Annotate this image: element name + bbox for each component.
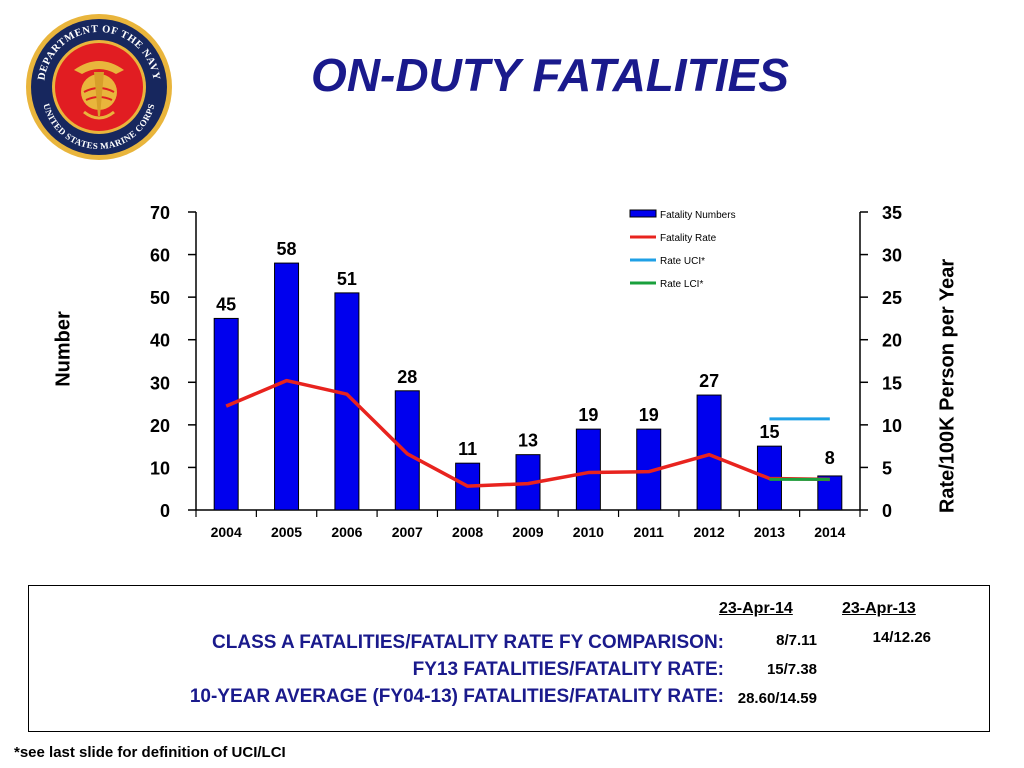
comparison-panel xyxy=(28,585,990,732)
x-tick-label: 2005 xyxy=(271,524,302,540)
col-header-current: 23-Apr-14 xyxy=(719,600,793,617)
row-value-class-a-current: 8/7.11 xyxy=(776,632,817,649)
data-label: 28 xyxy=(397,367,417,387)
row-label-10yr-avg: 10-YEAR AVERAGE (FY04-13) FATALITIES/FAT… xyxy=(189,686,724,707)
y-left-tick-label: 50 xyxy=(150,288,170,308)
y-left-tick-label: 10 xyxy=(150,458,170,478)
legend-entry: Fatality Rate xyxy=(660,233,717,244)
data-label: 51 xyxy=(337,269,357,289)
legend-entry: Rate LCI* xyxy=(660,279,703,290)
bar xyxy=(274,262,300,511)
bar xyxy=(696,394,722,511)
data-label: 8 xyxy=(825,448,835,468)
data-label: 27 xyxy=(699,371,719,391)
y-right-tick-label: 15 xyxy=(882,373,902,393)
x-tick-label: 2004 xyxy=(211,524,242,540)
fatality-rate-line xyxy=(225,378,830,488)
y-left-tick-label: 40 xyxy=(150,331,170,351)
x-tick-label: 2012 xyxy=(694,524,725,540)
y-axis-left-label: Number xyxy=(52,311,75,387)
y-axis-right-label: Rate/100K Person per Year xyxy=(936,258,959,514)
x-tick-label: 2011 xyxy=(634,524,665,540)
footnote: *see last slide for definition of UCI/LC… xyxy=(14,744,286,761)
bar xyxy=(575,428,601,511)
row-value-class-a-prior: 14/12.26 xyxy=(872,629,931,646)
data-label: 58 xyxy=(277,239,297,259)
row-value-fy13-current: 15/7.38 xyxy=(766,661,817,678)
legend-entry: Fatality Numbers xyxy=(660,210,736,221)
bar xyxy=(213,317,239,511)
fatalities-chart: 0 10 20 30 40 50 60 70 0 5 10 15 20 25 30 35 2004 2005 200… xyxy=(150,203,902,540)
col-header-prior: 23-Apr-13 xyxy=(842,600,916,617)
y-right-tick-label: 35 xyxy=(882,203,902,223)
row-label-class-a: CLASS A FATALITIES/FATALITY RATE FY COMP… xyxy=(212,632,724,653)
y-left-tick-label: 0 xyxy=(160,501,170,521)
y-left-tick-label: 60 xyxy=(150,246,170,266)
x-tick-label: 2007 xyxy=(392,524,423,540)
y-right-tick-label: 30 xyxy=(882,246,902,266)
y-right-tick-label: 20 xyxy=(882,331,902,351)
x-tick-label: 2008 xyxy=(452,524,483,540)
data-label: 19 xyxy=(639,405,659,425)
y-right-tick-label: 0 xyxy=(882,501,892,521)
x-tick-label: 2014 xyxy=(814,524,845,540)
data-label: 15 xyxy=(759,422,779,442)
x-tick-label: 2010 xyxy=(573,524,604,540)
x-tick-label: 2006 xyxy=(331,524,362,540)
legend-swatch-bar xyxy=(629,209,657,218)
bar xyxy=(817,475,843,511)
legend-entry: Rate UCI* xyxy=(660,256,705,267)
x-tick-label: 2009 xyxy=(512,524,543,540)
y-left-tick-label: 70 xyxy=(150,203,170,223)
bar xyxy=(394,390,420,511)
row-value-10yr-avg-current: 28.60/14.59 xyxy=(737,690,817,707)
y-left-tick-label: 20 xyxy=(150,416,170,436)
slide-title: ON-DUTY FATALITIES xyxy=(311,49,789,101)
data-label: 13 xyxy=(518,431,538,451)
y-right-tick-label: 5 xyxy=(882,458,892,478)
row-label-fy13: FY13 FATALITIES/FATALITY RATE: xyxy=(412,659,724,680)
data-label: 19 xyxy=(578,405,598,425)
y-right-tick-label: 10 xyxy=(882,416,902,436)
data-label: 11 xyxy=(458,439,477,459)
y-left-tick-label: 30 xyxy=(150,373,170,393)
data-label: 45 xyxy=(216,294,236,314)
x-tick-label: 2013 xyxy=(754,524,785,540)
y-right-tick-label: 25 xyxy=(882,288,902,308)
usmc-seal-icon: DEPARTMENT OF THE NAVY UNITED STATES MAR… xyxy=(26,14,172,160)
